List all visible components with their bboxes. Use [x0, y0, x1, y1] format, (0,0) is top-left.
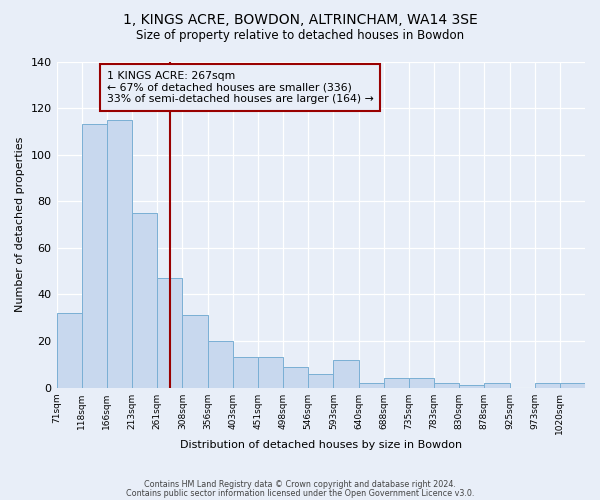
Bar [132, 213, 157, 388]
Text: Contains public sector information licensed under the Open Government Licence v3: Contains public sector information licen… [126, 489, 474, 498]
Bar [459, 386, 484, 388]
Bar [157, 278, 182, 388]
X-axis label: Distribution of detached houses by size in Bowdon: Distribution of detached houses by size … [180, 440, 462, 450]
Bar [308, 374, 334, 388]
Bar [56, 313, 82, 388]
Bar [560, 383, 585, 388]
Text: Contains HM Land Registry data © Crown copyright and database right 2024.: Contains HM Land Registry data © Crown c… [144, 480, 456, 489]
Bar [182, 316, 208, 388]
Text: 1, KINGS ACRE, BOWDON, ALTRINCHAM, WA14 3SE: 1, KINGS ACRE, BOWDON, ALTRINCHAM, WA14 … [122, 12, 478, 26]
Text: Size of property relative to detached houses in Bowdon: Size of property relative to detached ho… [136, 29, 464, 42]
Y-axis label: Number of detached properties: Number of detached properties [15, 137, 25, 312]
Bar [484, 383, 509, 388]
Bar [359, 383, 383, 388]
Bar [283, 366, 308, 388]
Bar [258, 358, 283, 388]
Bar [107, 120, 132, 388]
Bar [208, 341, 233, 388]
Bar [535, 383, 560, 388]
Bar [233, 358, 258, 388]
Bar [334, 360, 359, 388]
Bar [82, 124, 107, 388]
Bar [383, 378, 409, 388]
Bar [434, 383, 459, 388]
Text: 1 KINGS ACRE: 267sqm
← 67% of detached houses are smaller (336)
33% of semi-deta: 1 KINGS ACRE: 267sqm ← 67% of detached h… [107, 71, 374, 104]
Bar [409, 378, 434, 388]
